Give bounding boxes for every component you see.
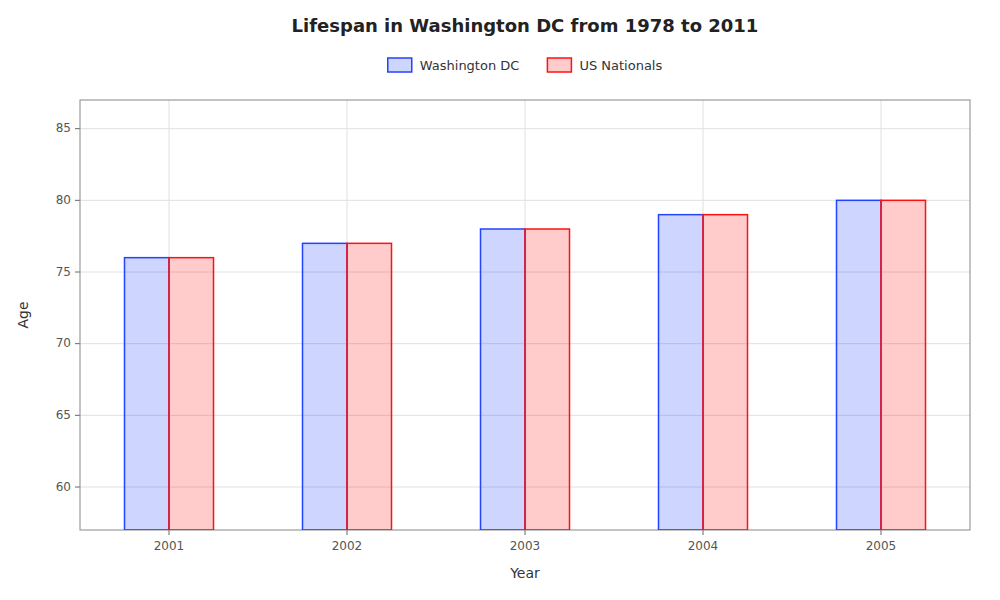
bar [659,215,704,530]
y-tick [75,128,80,129]
bar [347,243,392,530]
chart-container: 60 65 70 75 80 85 2001 2002 2003 2004 2005 Lifespan… [0,0,1000,600]
bar [169,258,214,530]
x-axis-label: Year [509,565,540,581]
legend-swatch [388,58,412,72]
axes: 60 65 70 75 80 85 2001 2002 2003 2004 2005 [56,100,970,553]
x-tick [169,530,170,535]
bar [525,229,570,530]
plot-frame [80,100,970,530]
bar [303,243,348,530]
bar [703,215,748,530]
x-tick [881,530,882,535]
x-tick-label: 2003 [510,539,541,553]
x-tick [347,530,348,535]
x-tick-label: 2001 [154,539,185,553]
bar [881,200,926,530]
y-tick [75,415,80,416]
y-tick [75,487,80,488]
legend-item: Washington DC [388,58,520,73]
legend-swatch [547,58,571,72]
y-tick-label: 70 [56,336,71,350]
bar [837,200,882,530]
y-tick-label: 85 [56,121,71,135]
y-tick-label: 65 [56,408,71,422]
y-tick-label: 60 [56,480,71,494]
legend-label: US Nationals [579,58,662,73]
y-tick [75,272,80,273]
x-tick-label: 2002 [332,539,363,553]
bars [125,200,926,530]
x-tick-label: 2005 [866,539,897,553]
title: Lifespan in Washington DC from 1978 to 2… [292,15,759,36]
grid [80,100,970,530]
x-tick [703,530,704,535]
y-axis-label: Age [15,301,31,328]
chart-svg: 60 65 70 75 80 85 2001 2002 2003 2004 2005 Lifespan… [0,0,1000,600]
y-tick [75,200,80,201]
y-tick-label: 75 [56,265,71,279]
legend-item: US Nationals [547,58,662,73]
x-tick [525,530,526,535]
bar [481,229,526,530]
bar [125,258,170,530]
legend: Washington DC US Nationals [388,58,663,73]
legend-label: Washington DC [420,58,520,73]
y-tick-label: 80 [56,193,71,207]
x-tick-label: 2004 [688,539,719,553]
y-tick [75,343,80,344]
